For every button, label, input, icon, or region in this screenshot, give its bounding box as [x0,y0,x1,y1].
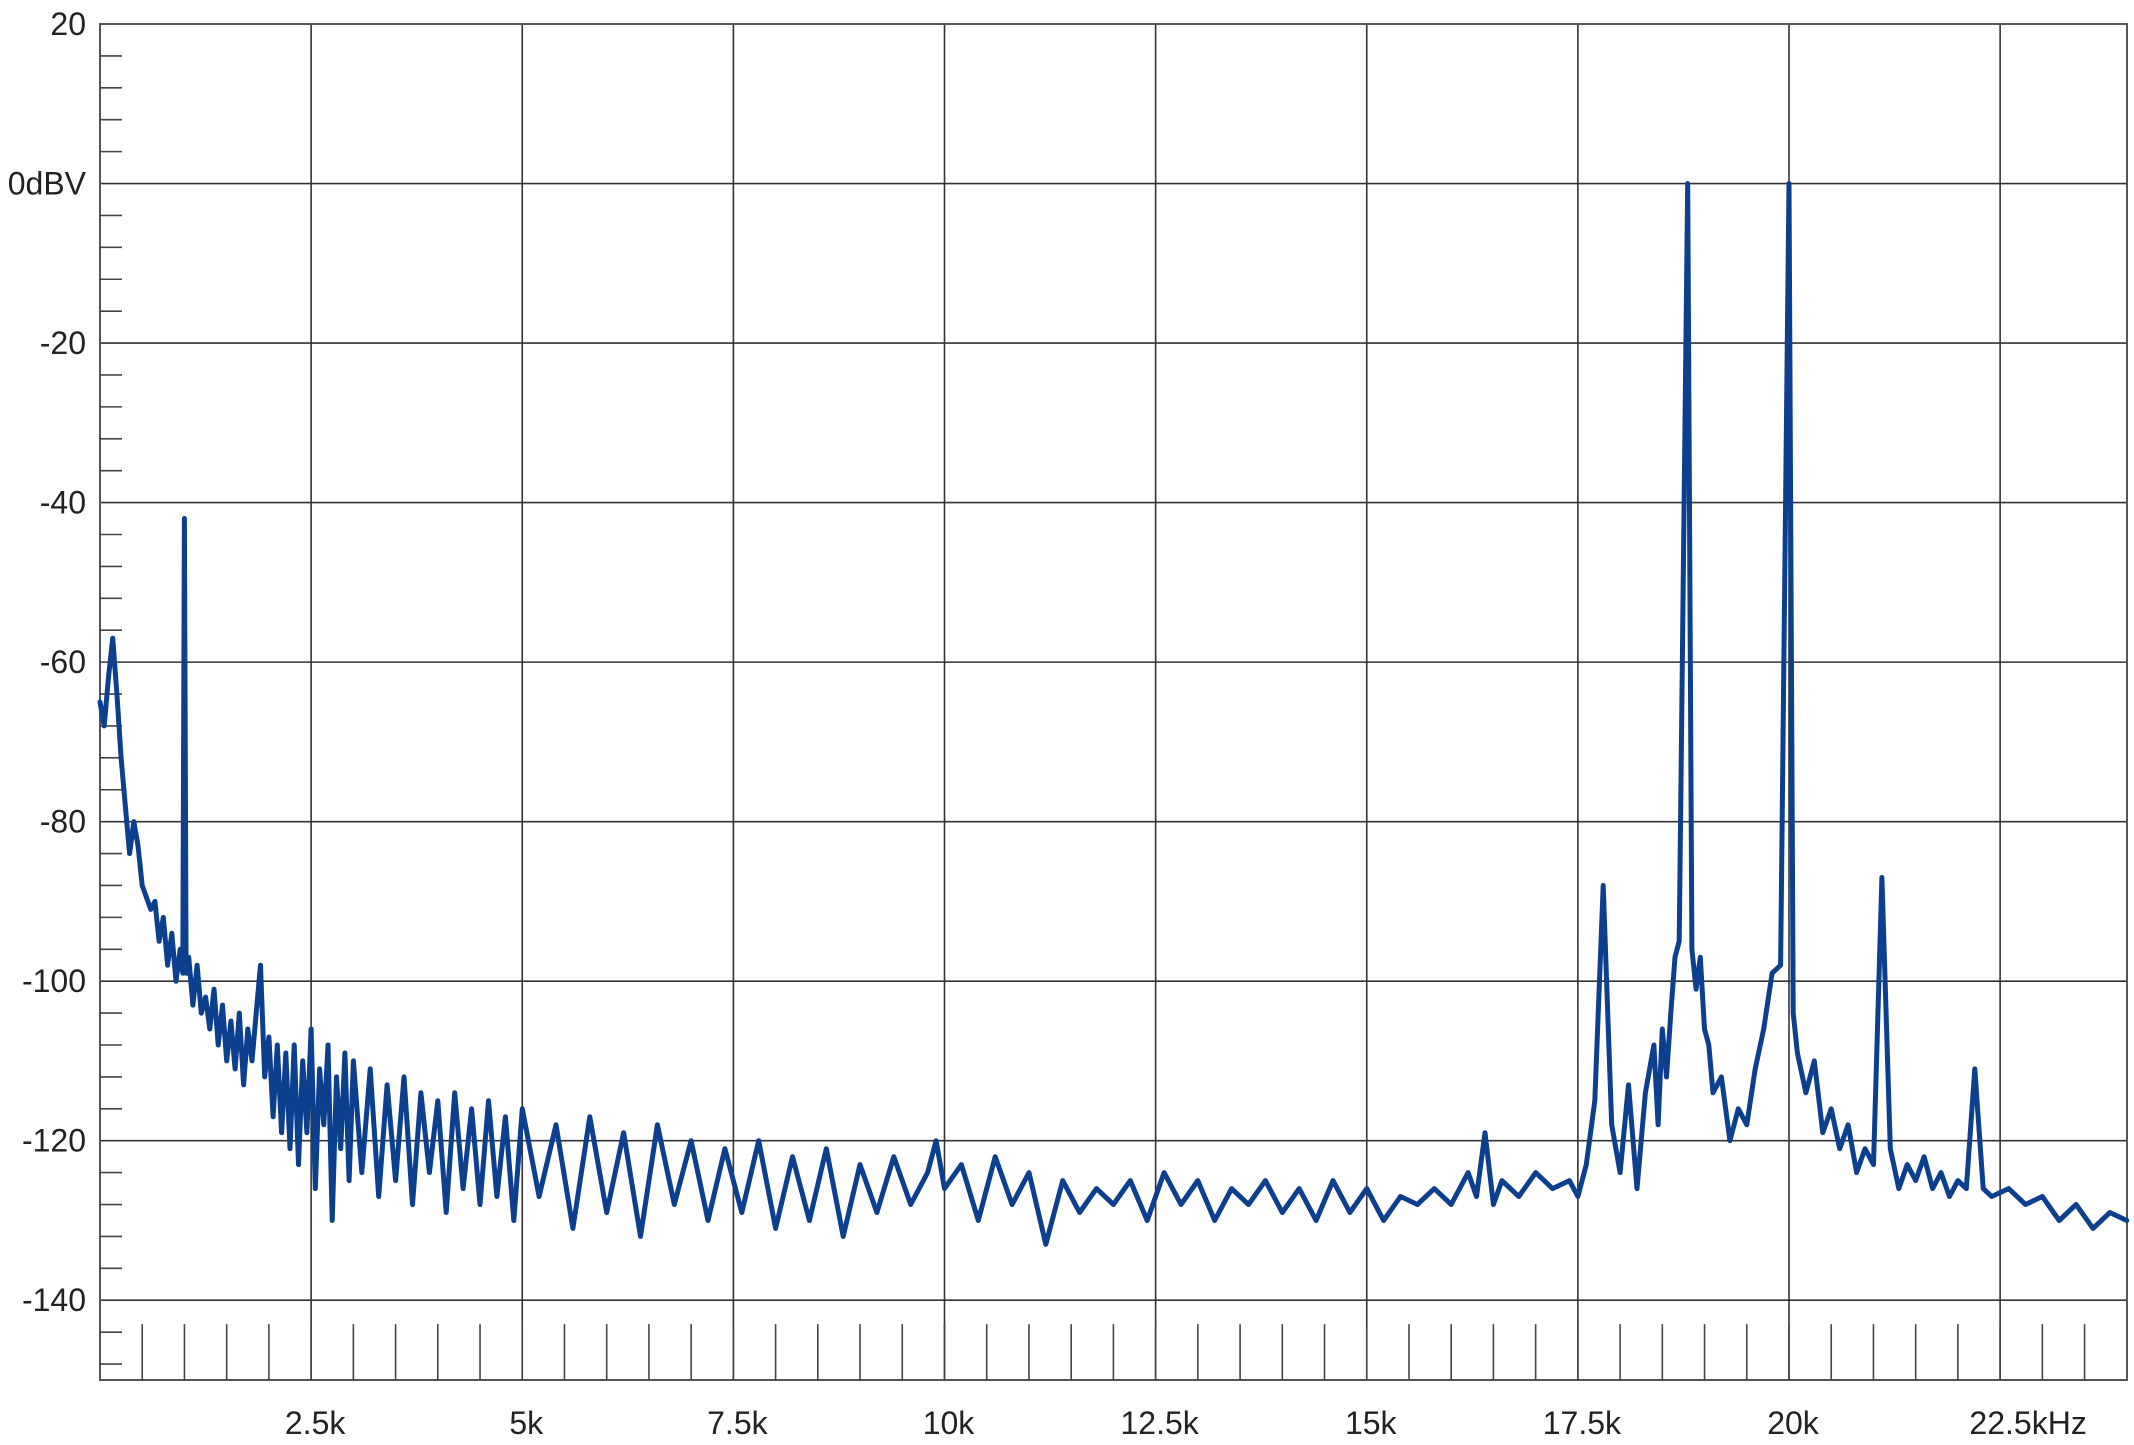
y-tick-label: 0dBV [8,166,87,202]
y-tick-label: -120 [22,1123,86,1159]
y-tick-label: -20 [40,325,86,361]
y-tick-label: -40 [40,485,86,521]
y-axis-labels: 20 0dBV -20 -40 -60 -80 -100 -120 -140 [8,6,87,1318]
major-gridlines [100,23,2127,1380]
plot-frame [99,23,2128,1381]
x-tick-label: 20k [1767,1405,1820,1441]
y-tick-label: -80 [40,804,86,840]
y-minor-ticks [100,55,122,1365]
y-tick-label: 20 [50,6,86,42]
spectrum-series-line [97,181,2130,1247]
y-tick-label: -140 [22,1282,86,1318]
x-tick-label: 2.5k [285,1405,346,1441]
x-tick-label: 15k [1345,1405,1398,1441]
x-axis-labels: 2.5k 5k 7.5k 10k 12.5k 15k 17.5k 20k 22.5kHz [285,1405,2087,1441]
x-tick-label: 7.5k [707,1405,768,1441]
x-tick-label: 12.5k [1120,1405,1199,1441]
series-layer [97,181,2130,1247]
x-tick-label: 17.5k [1543,1405,1622,1441]
x-tick-label: 10k [923,1405,976,1441]
y-tick-label: -60 [40,644,86,680]
x-minor-ticks [141,1324,2086,1380]
x-tick-label: 22.5kHz [1969,1405,2086,1441]
y-tick-label: -100 [22,963,86,999]
x-tick-label: 5k [509,1405,544,1441]
